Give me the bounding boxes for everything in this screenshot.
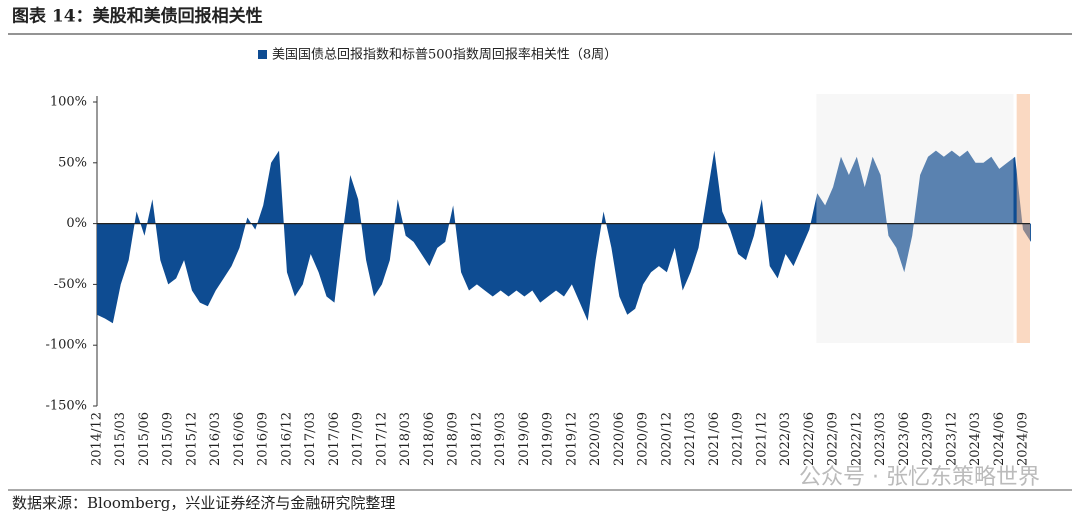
x-tick-label: 2017/09: [351, 412, 366, 466]
x-tick-label: 2024/09: [1016, 412, 1031, 466]
x-tick-label: 2018/03: [398, 412, 413, 466]
area: [97, 150, 1031, 324]
y-tick-label: 100%: [50, 95, 87, 110]
chart-title: 图表 14：美股和美债回报相关性: [12, 6, 263, 27]
x-tick-label: 2016/09: [256, 412, 271, 466]
x-tick-label: 2021/06: [707, 412, 722, 466]
y-tick-label: -50%: [54, 277, 87, 292]
x-tick-label: 2016/12: [279, 412, 294, 466]
x-tick-label: 2024/03: [968, 412, 983, 466]
legend-label: 美国国债总回报指数和标普500指数周回报率相关性（8周）: [272, 47, 617, 63]
x-tick-label: 2019/12: [564, 412, 579, 466]
x-tick-label: 2015/12: [184, 412, 199, 466]
x-tick-label: 2022/06: [802, 412, 817, 466]
x-tick-label: 2017/03: [303, 412, 318, 466]
x-tick-label: 2014/12: [90, 412, 105, 466]
x-tick-label: 2022/12: [849, 412, 864, 466]
y-tick-label: 0%: [66, 216, 87, 231]
x-tick-label: 2019/06: [517, 412, 532, 466]
x-tick-label: 2015/09: [161, 412, 176, 466]
x-tick-label: 2017/06: [327, 412, 342, 466]
x-tick-label: 2018/09: [446, 412, 461, 466]
x-tick-label: 2016/03: [208, 412, 223, 466]
y-tick-label: -150%: [45, 399, 87, 414]
x-tick-label: 2023/06: [897, 412, 912, 466]
y-tick-label: 50%: [58, 155, 87, 170]
x-tick-label: 2021/03: [683, 412, 698, 466]
shade-orange: [1016, 94, 1030, 343]
x-tick-label: 2018/06: [422, 412, 437, 466]
source: 数据来源：Bloomberg，兴业证券经济与金融研究院整理: [12, 494, 395, 512]
x-tick-label: 2019/09: [541, 412, 556, 466]
y-tick-label: -100%: [45, 338, 87, 353]
x-tick-label: 2016/06: [232, 412, 247, 466]
x-tick-label: 2021/12: [754, 412, 769, 466]
x-tick-label: 2019/03: [493, 412, 508, 466]
x-tick-label: 2020/09: [636, 412, 651, 466]
x-tick-label: 2018/12: [469, 412, 484, 466]
x-tick-label: 2022/09: [826, 412, 841, 466]
x-tick-label: 2017/12: [374, 412, 389, 466]
x-tick-label: 2015/06: [137, 412, 152, 466]
watermark: 公众号 · 张忆东策略世界: [799, 465, 1040, 490]
legend-swatch: [258, 50, 267, 59]
x-tick-label: 2020/06: [612, 412, 627, 466]
x-tick-label: 2020/12: [659, 412, 674, 466]
x-tick-label: 2022/03: [778, 412, 793, 466]
shade-gray: [816, 94, 1014, 343]
x-tick-label: 2023/03: [873, 412, 888, 466]
x-tick-label: 2020/03: [588, 412, 603, 466]
x-tick-label: 2023/09: [921, 412, 936, 466]
x-tick-label: 2023/12: [944, 412, 959, 466]
x-tick-label: 2024/06: [992, 412, 1007, 466]
x-tick-label: 2015/03: [113, 412, 128, 466]
x-tick-label: 2021/09: [731, 412, 746, 466]
